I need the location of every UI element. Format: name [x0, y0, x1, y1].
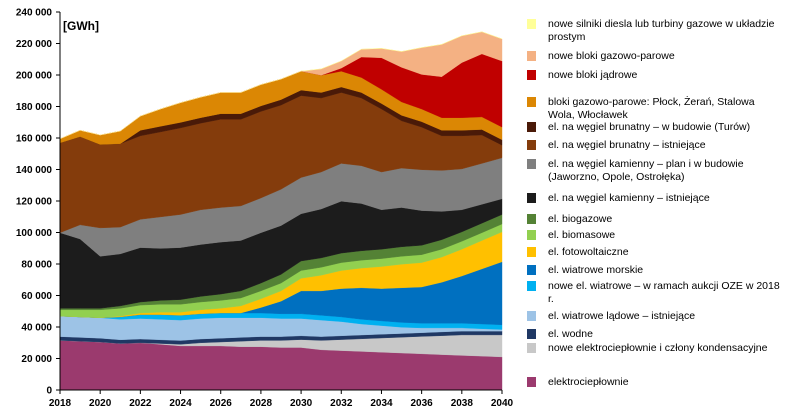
legend-swatch — [527, 51, 536, 61]
legend-swatch — [527, 97, 536, 107]
legend-swatch — [527, 329, 536, 339]
y-axis-ticks: 0 20 000 40 000 60 000 80 000 100 000 120 000 1… — [16, 8, 60, 397]
x-tick-label: 2018 — [49, 398, 72, 409]
x-axis-ticks: 2018 2020 2022 2024 2026 2028 2030 2032 2034 2036… — [49, 390, 514, 409]
legend-label: nowe el. wiatrowe – w ramach aukcji OZE … — [548, 280, 780, 305]
y-tick-label: 220 000 — [16, 39, 53, 50]
y-tick-label: 60 000 — [21, 291, 52, 302]
legend-swatch — [527, 247, 536, 257]
area-series-16 — [59, 31, 503, 139]
legend-swatch — [527, 193, 536, 203]
legend-label: el. biomasowe — [548, 229, 616, 241]
legend-swatch — [527, 19, 536, 29]
legend-swatch — [527, 230, 536, 240]
legend-label: el. na węgiel brunatny – w budowie (Turó… — [548, 121, 751, 133]
legend-swatch — [527, 281, 536, 291]
y-tick-label: 240 000 — [16, 8, 53, 19]
x-tick-label: 2020 — [89, 398, 112, 409]
x-tick-label: 2036 — [411, 398, 434, 409]
legend-label: el. wodne — [548, 328, 593, 340]
x-tick-label: 2030 — [290, 398, 313, 409]
y-tick-label: 20 000 — [21, 354, 52, 365]
x-tick-label: 2038 — [451, 398, 474, 409]
legend-label: nowe elektrociepłownie i człony kondensa… — [548, 342, 768, 354]
y-tick-label: 180 000 — [16, 102, 53, 113]
legend-label: el. na węgiel kamienny – istniejące — [548, 192, 710, 204]
x-tick-label: 2034 — [370, 398, 393, 409]
legend-swatch — [527, 122, 536, 132]
legend-label: nowe bloki gazowo-parowe — [548, 50, 675, 62]
legend-label: el. wiatrowe lądowe – istniejące — [548, 310, 696, 322]
legend-label: elektrociepłownie — [548, 376, 629, 388]
legend-label: nowe bloki jądrowe — [548, 69, 638, 81]
legend-label: el. biogazowe — [548, 213, 613, 225]
legend-swatch — [527, 214, 536, 224]
x-tick-label: 2026 — [210, 398, 233, 409]
legend-swatch — [527, 159, 536, 169]
legend-label: nowe silniki diesla lub turbiny gazowe w… — [548, 18, 775, 43]
y-tick-label: 80 000 — [21, 260, 52, 271]
legend-swatch — [527, 377, 536, 387]
y-tick-label: 120 000 — [16, 197, 53, 208]
y-tick-label: 40 000 — [21, 323, 52, 334]
legend-swatch — [527, 343, 536, 353]
chart-areas — [59, 31, 503, 391]
y-tick-label: 160 000 — [16, 134, 53, 145]
x-tick-label: 2032 — [330, 398, 353, 409]
legend-swatch — [527, 311, 536, 321]
y-tick-label: 200 000 — [16, 71, 53, 82]
y-tick-label: 100 000 — [16, 228, 53, 239]
x-tick-label: 2028 — [250, 398, 273, 409]
legend-label: el. fotowoltaiczne — [548, 246, 629, 258]
x-tick-label: 2022 — [129, 398, 152, 409]
y-tick-label: 140 000 — [16, 165, 53, 176]
x-tick-label: 2040 — [491, 398, 514, 409]
legend-label: el. na węgiel brunatny – istniejące — [548, 139, 706, 151]
x-tick-label: 2024 — [169, 398, 192, 409]
legend-label: el. wiatrowe morskie — [548, 264, 644, 276]
legend-label: el. na węgiel kamienny – plan i w budowi… — [548, 158, 744, 183]
legend-swatch — [527, 70, 536, 80]
legend-swatch — [527, 265, 536, 275]
legend-swatch — [527, 140, 536, 150]
y-tick-label: 0 — [46, 386, 52, 397]
unit-label: [GWh] — [63, 19, 99, 33]
legend-label: bloki gazowo-parowe: Płock, Żerań, Stalo… — [548, 96, 755, 121]
